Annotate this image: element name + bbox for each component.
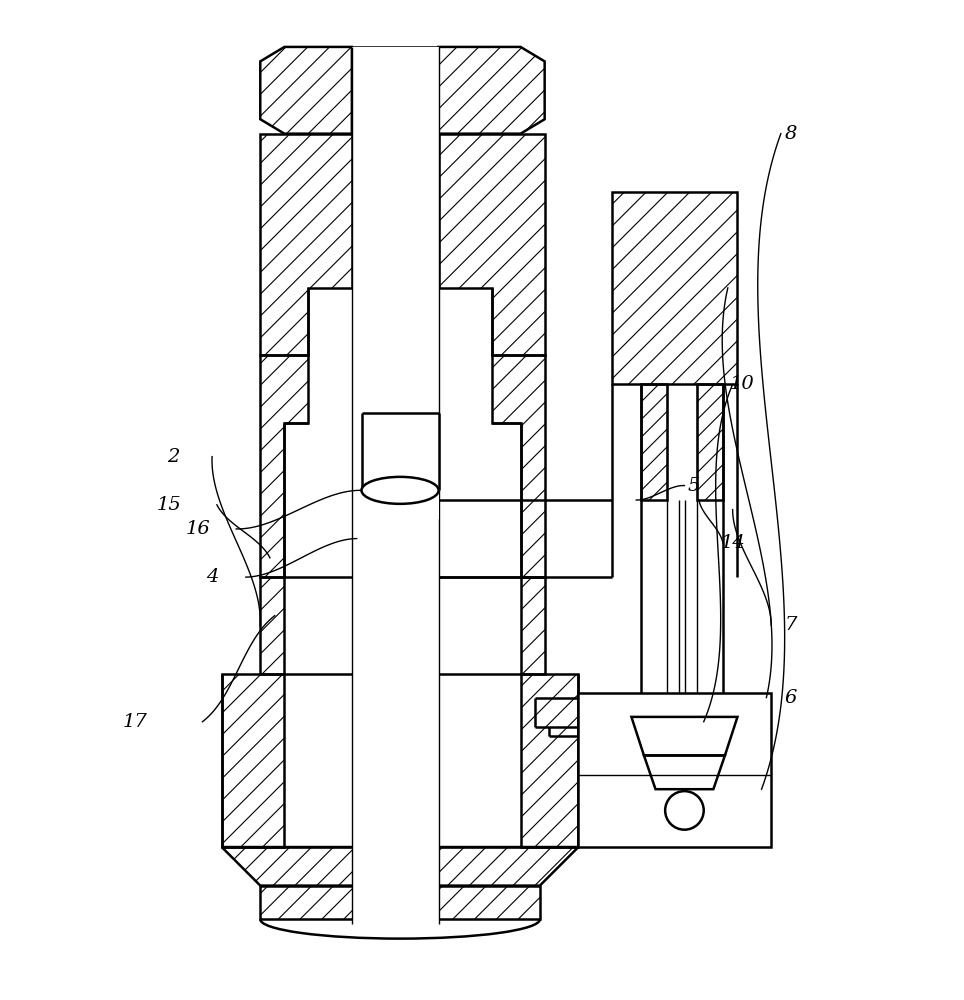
Text: 4: 4 [206, 568, 218, 586]
Text: 7: 7 [785, 616, 796, 634]
Text: 16: 16 [185, 520, 210, 538]
Text: 2: 2 [168, 448, 179, 466]
Bar [352, 47, 439, 924]
Ellipse shape [362, 477, 439, 504]
Text: 5: 5 [688, 477, 700, 495]
Text: 10: 10 [730, 375, 755, 393]
Circle shape [665, 791, 704, 830]
Text: 17: 17 [122, 713, 147, 731]
Text: 6: 6 [785, 689, 796, 707]
Text: 8: 8 [785, 125, 796, 143]
Text: 14: 14 [720, 534, 745, 552]
Text: 15: 15 [156, 496, 181, 514]
Bar [362, 413, 439, 519]
Bar [578, 693, 771, 847]
